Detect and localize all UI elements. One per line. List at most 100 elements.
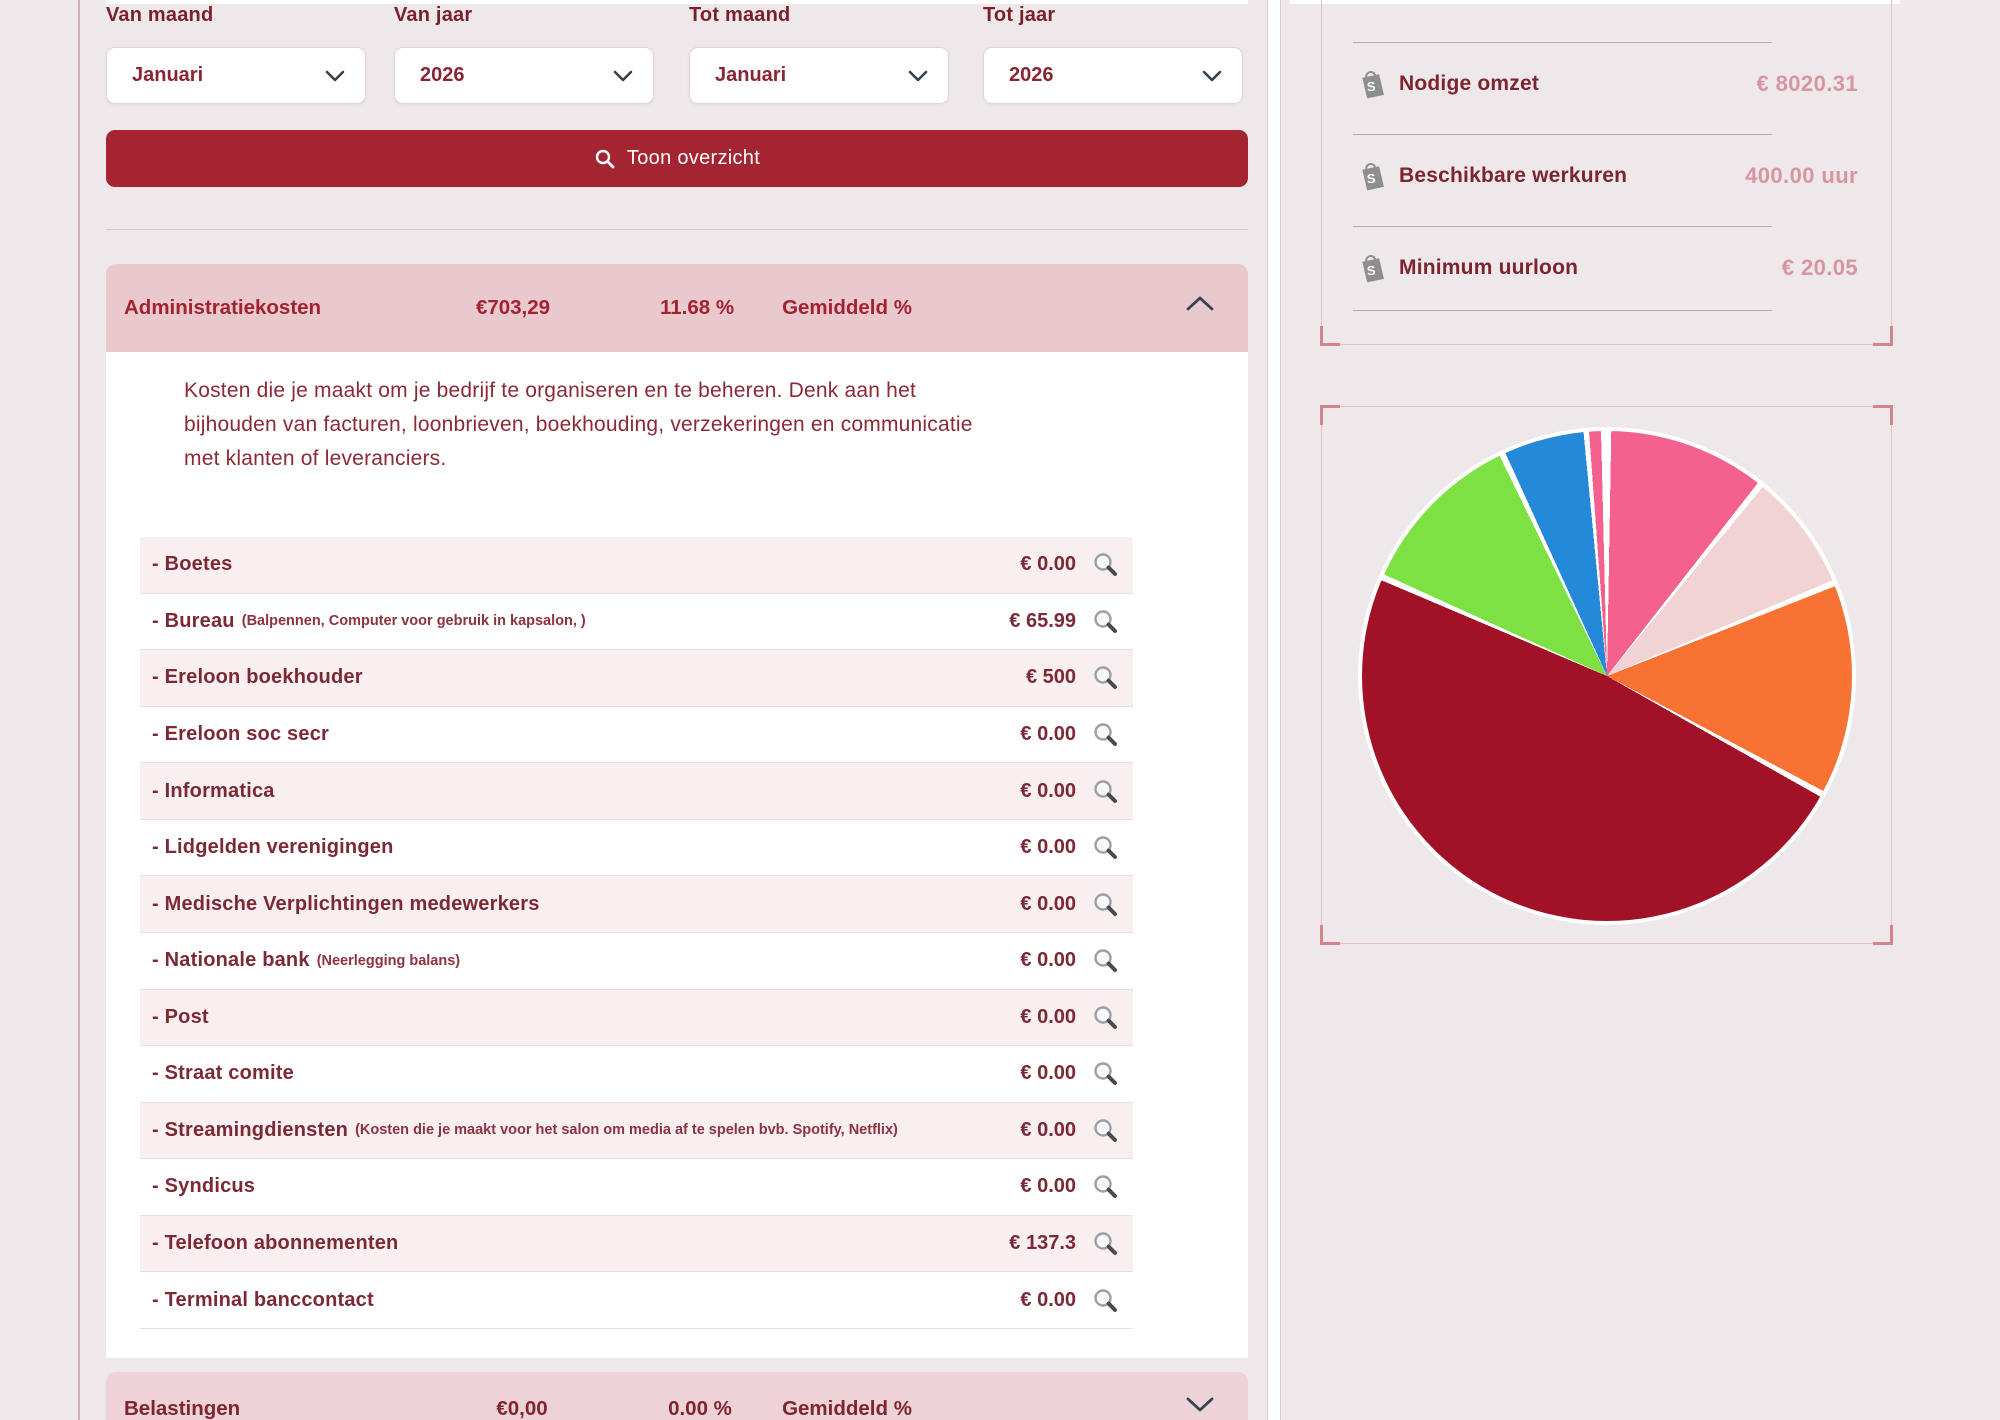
category-average-label: Gemiddeld % xyxy=(782,296,912,319)
magnifier-icon[interactable] xyxy=(1092,1230,1119,1257)
cost-note: (Neerlegging balans) xyxy=(316,952,461,969)
cost-row: - Telefoon abonnementen € 137.3 xyxy=(140,1215,1133,1273)
cost-value: € 0.00 xyxy=(1020,836,1076,859)
magnifier-icon[interactable] xyxy=(1092,778,1119,805)
stat-divider xyxy=(1353,42,1772,43)
magnifier-icon[interactable] xyxy=(1092,1173,1119,1200)
content-sidebar-divider xyxy=(1267,0,1281,1420)
cost-value: € 0.00 xyxy=(1020,1062,1076,1085)
cost-row: - Syndicus € 0.00 xyxy=(140,1159,1133,1216)
stat-row-beschikbare-werkuren: S Beschikbare werkuren 400.00 uur xyxy=(1356,156,1858,196)
van-maand-value: Januari xyxy=(132,64,204,86)
chevron-down-icon[interactable] xyxy=(1185,1396,1215,1413)
shop-bag-icon: S xyxy=(1362,162,1384,190)
cost-label: - Bureau xyxy=(152,609,235,632)
cost-value: € 0.00 xyxy=(1020,1175,1076,1198)
cost-value: € 500 xyxy=(1025,666,1076,689)
filter-label-tot-jaar: Tot jaar xyxy=(983,4,1056,26)
toon-overzicht-button[interactable]: Toon overzicht xyxy=(106,130,1248,187)
top-strip-main xyxy=(106,0,1248,4)
cost-label: - Straat comite xyxy=(152,1062,294,1085)
magnifier-icon[interactable] xyxy=(1092,891,1119,918)
chevron-down-icon xyxy=(908,70,928,81)
cost-value: € 65.99 xyxy=(1009,609,1076,632)
magnifier-icon[interactable] xyxy=(1092,721,1119,748)
stat-divider xyxy=(1353,134,1772,135)
cost-value: € 0.00 xyxy=(1020,1118,1076,1141)
cost-label: - Streamingdiensten xyxy=(152,1118,349,1141)
cost-label: - Lidgelden verenigingen xyxy=(152,836,394,859)
category-percent: 0.00 % xyxy=(668,1397,732,1420)
description-line: met klanten of leveranciers. xyxy=(184,447,447,470)
stat-value: € 20.05 xyxy=(1781,255,1858,280)
frame-corner-icon xyxy=(1873,326,1893,346)
belastingen-header[interactable]: Belastingen €0,00 0.00 % Gemiddeld % xyxy=(106,1372,1248,1420)
administratiekosten-header[interactable]: Administratiekosten €703,29 11.68 % Gemi… xyxy=(106,264,1248,352)
van-jaar-select[interactable]: 2026 xyxy=(394,47,654,104)
cost-label: - Ereloon boekhouder xyxy=(152,666,363,689)
category-percent: 11.68 % xyxy=(659,296,735,319)
cost-label: - Informatica xyxy=(152,779,275,802)
magnifier-icon[interactable] xyxy=(1092,608,1119,635)
tot-jaar-value: 2026 xyxy=(1009,64,1054,86)
cost-row: - Terminal banccontact € 0.00 xyxy=(140,1272,1133,1329)
category-detail-panel: Kosten die je maakt om je bedrijf te org… xyxy=(106,352,1248,1358)
magnifier-icon[interactable] xyxy=(1092,1287,1119,1314)
cost-row: - Post € 0.00 xyxy=(140,989,1133,1047)
magnifier-icon[interactable] xyxy=(1092,834,1119,861)
cost-label: - Post xyxy=(152,1005,209,1028)
cost-row: - Ereloon boekhouder € 500 xyxy=(140,650,1133,707)
tot-maand-select[interactable]: Januari xyxy=(689,47,949,104)
cost-row: - Informatica € 0.00 xyxy=(140,763,1133,820)
van-jaar-value: 2026 xyxy=(420,64,465,86)
cost-row: - Bureau (Balpennen, Computer voor gebrui… xyxy=(140,593,1133,651)
magnifier-icon[interactable] xyxy=(1092,664,1119,691)
cost-value: € 137.3 xyxy=(1009,1232,1076,1255)
cost-distribution-pie-chart xyxy=(1358,427,1856,925)
stat-row-nodige-omzet: S Nodige omzet € 8020.31 xyxy=(1356,64,1858,104)
cost-value: € 0.00 xyxy=(1020,949,1076,972)
filter-label-tot-maand: Tot maand xyxy=(689,4,791,26)
cost-value: € 0.00 xyxy=(1020,892,1076,915)
tot-jaar-select[interactable]: 2026 xyxy=(983,47,1243,104)
stat-label: Nodige omzet xyxy=(1399,72,1540,95)
category-amount: €0,00 xyxy=(496,1397,548,1420)
magnifier-icon[interactable] xyxy=(1092,947,1119,974)
chevron-down-icon xyxy=(325,70,345,81)
description-line: bijhouden van facturen, loonbrieven, boe… xyxy=(184,413,973,436)
magnifier-icon[interactable] xyxy=(1092,1004,1119,1031)
cost-note: (Kosten die je maakt voor het salon om m… xyxy=(355,1122,898,1139)
cost-row: - Medische Verplichtingen medewerkers € 0… xyxy=(140,876,1133,933)
magnifier-icon[interactable] xyxy=(1092,1060,1119,1087)
stat-value: € 8020.31 xyxy=(1756,71,1858,96)
cost-row: - Ereloon soc secr € 0.00 xyxy=(140,706,1133,764)
search-icon xyxy=(595,149,615,168)
frame-corner-icon xyxy=(1320,326,1340,346)
magnifier-icon[interactable] xyxy=(1092,1117,1119,1144)
cost-label: - Syndicus xyxy=(152,1175,256,1198)
svg-text:S: S xyxy=(1366,262,1376,278)
shop-bag-icon: S xyxy=(1362,254,1384,282)
cost-value: € 0.00 xyxy=(1020,779,1076,802)
stat-divider xyxy=(1353,310,1772,311)
cost-row: - Nationale bank (Neerlegging balans) € 0.… xyxy=(140,932,1133,990)
cost-label: - Nationale bank xyxy=(152,949,310,972)
shop-bag-icon: S xyxy=(1362,70,1384,98)
cost-row: - Streamingdiensten (Kosten die je maakt … xyxy=(140,1102,1133,1160)
stat-row-minimum-uurloon: S Minimum uurloon € 20.05 xyxy=(1356,248,1858,288)
cost-label: - Boetes xyxy=(152,553,233,576)
description-line: Kosten die je maakt om je bedrijf te org… xyxy=(184,379,916,402)
chevron-up-icon[interactable] xyxy=(1185,295,1215,312)
stat-value: 400.00 uur xyxy=(1745,163,1858,188)
filter-label-van-jaar: Van jaar xyxy=(394,4,473,26)
cost-value: € 0.00 xyxy=(1020,722,1076,745)
cost-row: - Boetes € 0.00 xyxy=(140,537,1133,594)
chart-selection-frame xyxy=(1320,405,1893,945)
stat-divider xyxy=(1353,226,1772,227)
category-average-label: Gemiddeld % xyxy=(782,1397,912,1420)
magnifier-icon[interactable] xyxy=(1092,551,1119,578)
cost-label: - Medische Verplichtingen medewerkers xyxy=(152,892,540,915)
van-maand-select[interactable]: Januari xyxy=(106,47,366,104)
filter-label-van-maand: Van maand xyxy=(106,4,214,26)
